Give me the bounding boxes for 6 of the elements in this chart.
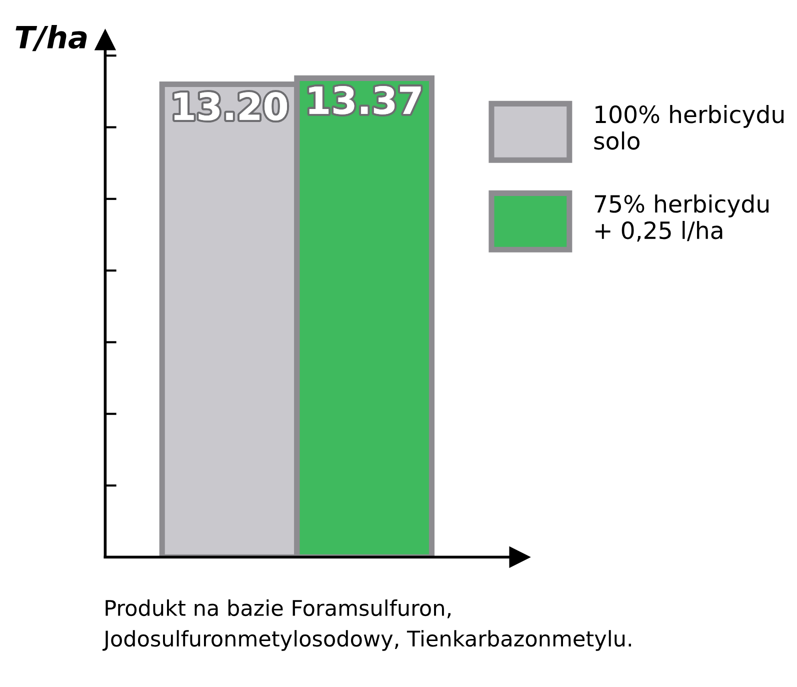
text: Produkt na bazie Foramsulfuron, Jodosulfuronmetylosodowy, Tienkarbazonmetylu. <box>102 599 632 651</box>
data-label: 13.37 <box>309 86 421 114</box>
data-label: 13.20 <box>174 92 288 120</box>
legend-label: 100% herbicydu solo <box>594 105 784 150</box>
y-axis-title: T/ha <box>16 25 87 52</box>
legend-label: 75% herbicydu + 0,25 l/ha <box>594 194 768 242</box>
